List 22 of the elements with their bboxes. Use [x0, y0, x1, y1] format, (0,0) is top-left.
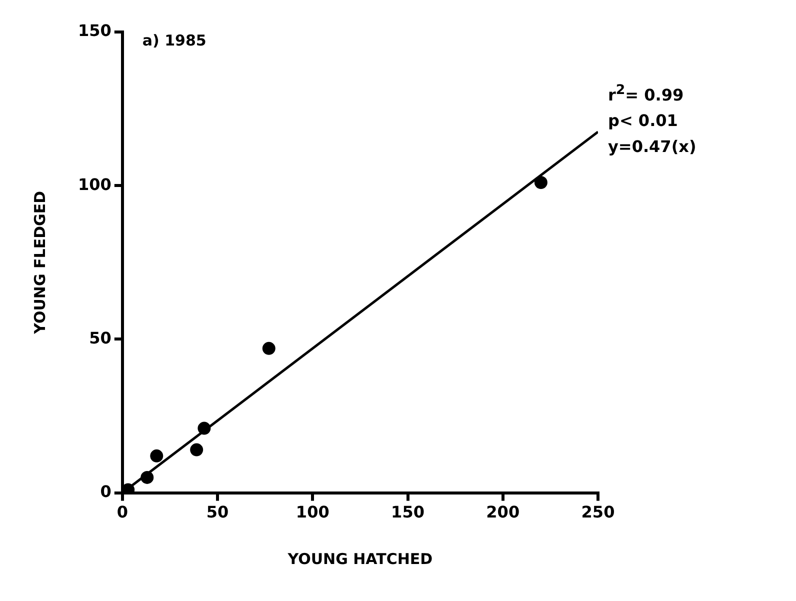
x-tick-label: 50 — [206, 502, 229, 522]
point — [534, 176, 548, 190]
y-axis-title: YOUNG FLEDGED — [30, 190, 49, 335]
x-tick-label: 0 — [116, 502, 128, 522]
chart-title: a) 1985 — [142, 31, 206, 50]
x-tick-label: 200 — [486, 502, 520, 522]
x-tick-label: 250 — [581, 502, 615, 522]
point — [262, 342, 276, 355]
text: r$^{2}$= 0.99 — [608, 82, 685, 106]
y-tick-label: 0 — [100, 482, 112, 501]
x-axis-title: YOUNG HATCHED — [286, 550, 433, 568]
x-tick-label: 150 — [391, 502, 424, 522]
text: y=0.47(x) — [608, 136, 696, 158]
point — [150, 449, 164, 462]
point — [190, 443, 204, 456]
y-tick-label: 150 — [78, 21, 112, 40]
point — [140, 470, 154, 484]
x-tick-label: 100 — [296, 502, 330, 522]
y-tick-label: 50 — [89, 328, 112, 348]
y-tick-label: 100 — [78, 174, 112, 194]
text: p< 0.01 — [608, 110, 679, 132]
point — [198, 422, 211, 435]
